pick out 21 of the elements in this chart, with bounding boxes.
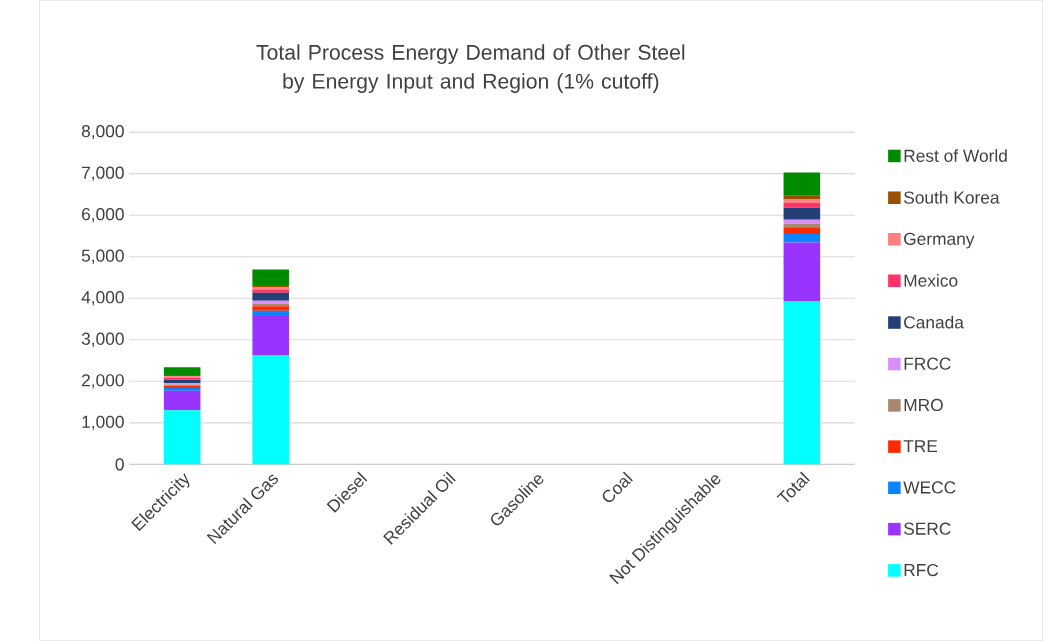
y-tick-label: 1,000: [82, 415, 124, 431]
legend-label: Rest of World: [904, 149, 1007, 163]
legend-label: Mexico: [904, 274, 958, 287]
y-tick-label: 8,000: [81, 125, 124, 140]
legend-label: RFC: [904, 564, 939, 577]
legend-label: WECC: [903, 481, 956, 494]
legend-label: Germany: [904, 232, 975, 249]
y-tick-label: 5,000: [81, 249, 124, 264]
y-tick-label: 2,000: [82, 374, 124, 389]
legend-label: FRCC: [904, 357, 951, 370]
y-tick-label: 0: [115, 458, 124, 471]
legend-label: Canada: [904, 315, 964, 329]
legend-label: SERC: [903, 522, 951, 535]
y-tick-label: 7,000: [82, 166, 124, 181]
chart-title: Total Process Energy Demand of Other Steel by Energy Input and Region (1% cutoff): [256, 44, 685, 94]
y-tick-label: 3,000: [81, 332, 124, 348]
legend-label: MRO: [904, 398, 943, 412]
legend-label: South Korea: [903, 191, 1000, 204]
y-tick-label: 6,000: [82, 208, 124, 223]
legend-label: TRE: [903, 440, 938, 453]
y-tick-label: 4,000: [81, 291, 124, 306]
